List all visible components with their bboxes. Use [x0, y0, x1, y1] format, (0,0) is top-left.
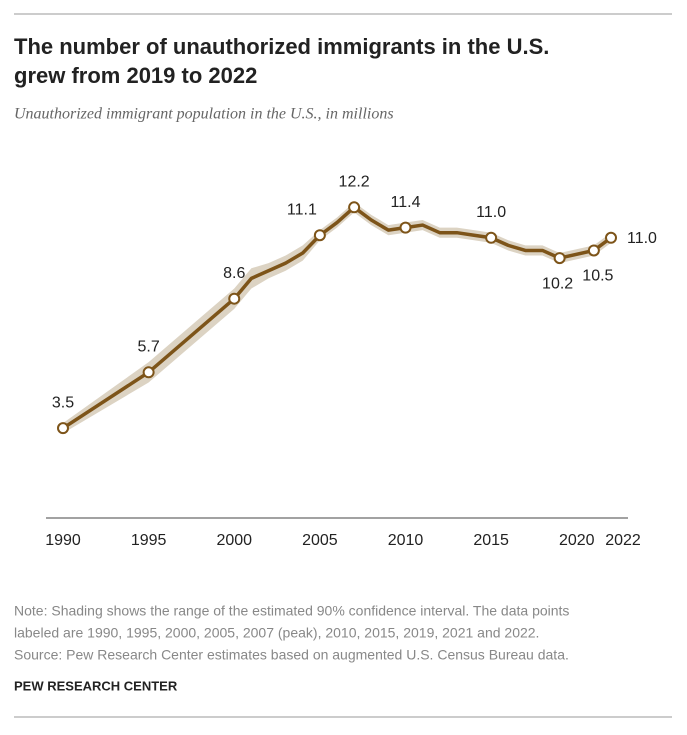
chart-title: grew from 2019 to 2022: [14, 63, 257, 88]
data-label: 5.7: [138, 339, 160, 356]
credit: PEW RESEARCH CENTER: [14, 678, 178, 693]
subtitle: Unauthorized immigrant population in the…: [14, 106, 394, 123]
data-label: 11.4: [391, 194, 421, 211]
x-tick-label: 2010: [388, 532, 424, 549]
confidence-band: [63, 202, 611, 434]
x-tick-label: 2015: [473, 532, 509, 549]
chart-title: The number of unauthorized immigrants in…: [14, 34, 549, 59]
data-label: 11.0: [476, 204, 506, 221]
data-label: 10.2: [542, 275, 573, 292]
point: [142, 366, 155, 379]
point: [228, 292, 241, 305]
point: [587, 244, 600, 257]
data-label: 8.6: [223, 265, 245, 282]
point: [553, 252, 566, 265]
data-label: 11.1: [287, 201, 317, 218]
x-tick-label: 1995: [131, 532, 167, 549]
data-label: 11.0: [627, 230, 657, 247]
source: Source: Pew Research Center estimates ba…: [14, 647, 569, 663]
x-tick-label: 2005: [302, 532, 338, 549]
data-label: 3.5: [52, 394, 74, 411]
note: labeled are 1990, 1995, 2000, 2005, 2007…: [14, 625, 539, 641]
point: [399, 221, 412, 234]
point: [605, 231, 617, 244]
point: [485, 231, 498, 244]
x-tick-label: 2000: [216, 532, 252, 549]
point: [313, 229, 326, 242]
x-tick-label: 2020: [559, 532, 595, 549]
point: [57, 422, 69, 435]
line: [62, 205, 613, 430]
point: [348, 201, 361, 214]
note: Note: Shading shows the range of the est…: [14, 603, 569, 619]
x-tick-label: 2022: [605, 532, 641, 549]
data-label: 12.2: [339, 174, 370, 191]
x-tick-label: 1990: [45, 532, 81, 549]
data-label: 10.5: [582, 268, 613, 285]
